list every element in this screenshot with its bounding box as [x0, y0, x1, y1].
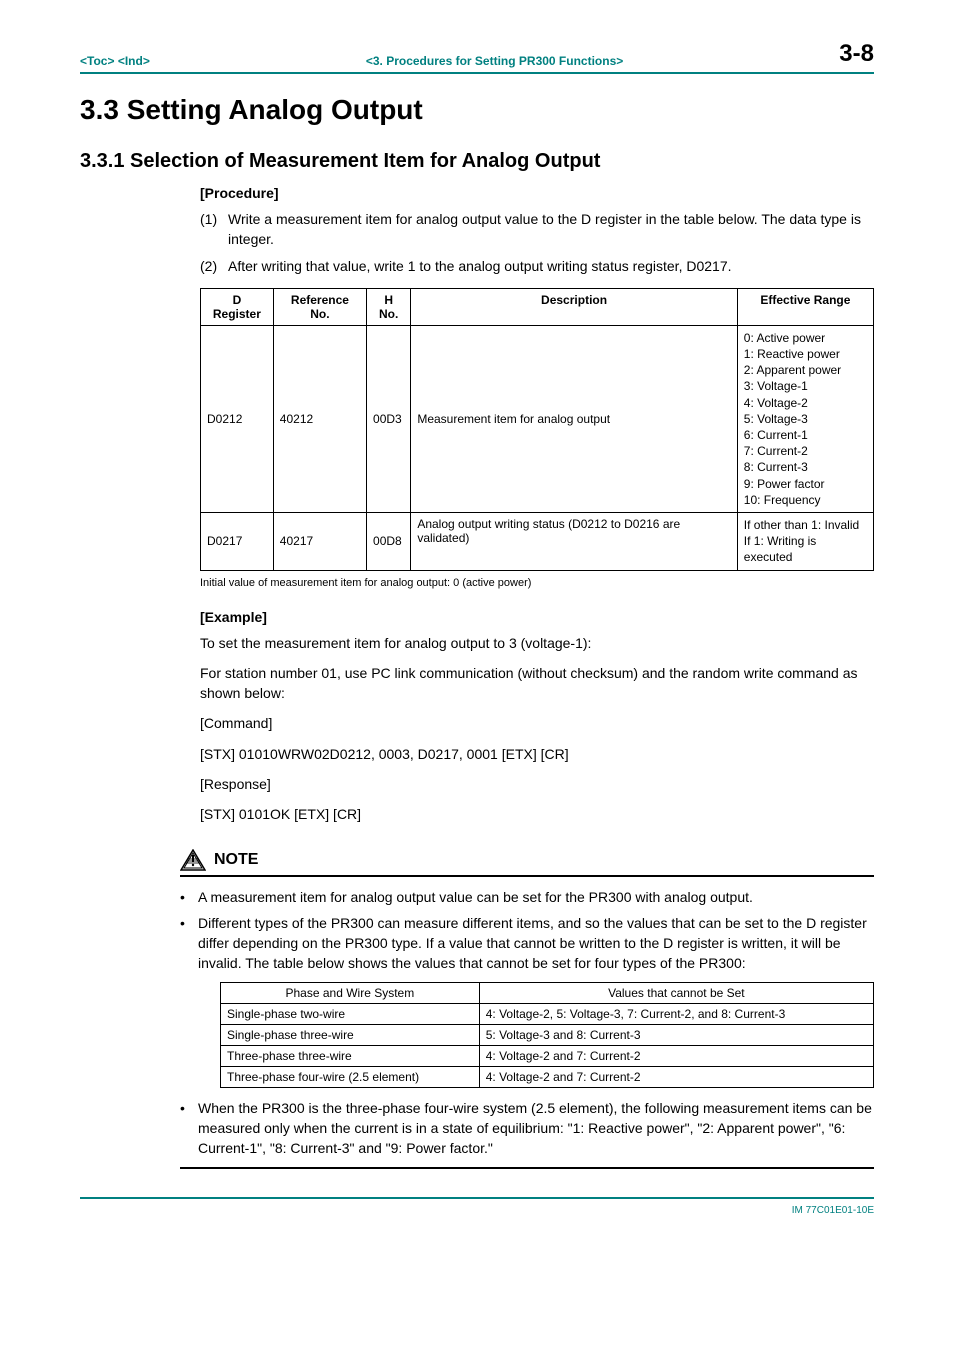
table-header-row: D Register Reference No. H No. Descripti… [201, 288, 874, 325]
cell-range: 0: Active power 1: Reactive power 2: App… [737, 325, 873, 512]
footer-divider [80, 1197, 874, 1199]
procedure-text: After writing that value, write 1 to the… [228, 256, 874, 276]
table-row: Three-phase four-wire (2.5 element) 4: V… [221, 1066, 874, 1087]
note-bullets: • When the PR300 is the three-phase four… [180, 1098, 874, 1159]
cell-hno: 00D8 [367, 512, 411, 570]
col-ref: Reference No. [273, 288, 366, 325]
example-line: For station number 01, use PC link commu… [200, 663, 874, 704]
note-block: NOTE • A measurement item for analog out… [180, 849, 874, 1169]
cell-desc: Analog output writing status (D0212 to D… [411, 512, 737, 570]
table-footnote: Initial value of measurement item for an… [200, 577, 874, 589]
note-bullets: • A measurement item for analog output v… [180, 887, 874, 974]
col-hno: H No. [367, 288, 411, 325]
page-header: <Toc> <Ind> <3. Procedures for Setting P… [80, 40, 874, 74]
header-nav[interactable]: <Toc> <Ind> [80, 54, 150, 68]
table-row: Three-phase three-wire 4: Voltage-2 and … [221, 1045, 874, 1066]
table-row: Single-phase three-wire 5: Voltage-3 and… [221, 1024, 874, 1045]
example-response-label: [Response] [200, 774, 874, 794]
procedure-text: Write a measurement item for analog outp… [228, 209, 874, 250]
cell-ref: 40212 [273, 325, 366, 512]
example-label: [Example] [200, 609, 874, 625]
note-end-divider [180, 1167, 874, 1169]
bullet-dot: • [180, 1098, 198, 1159]
table-row: D0212 40212 00D3 Measurement item for an… [201, 325, 874, 512]
procedure-item: (2) After writing that value, write 1 to… [200, 256, 874, 276]
procedure-num: (2) [200, 256, 228, 276]
col-range: Effective Range [737, 288, 873, 325]
col-dreg: D Register [201, 288, 274, 325]
example-response: [STX] 0101OK [ETX] [CR] [200, 804, 874, 824]
col-desc: Description [411, 288, 737, 325]
bullet-text: When the PR300 is the three-phase four-w… [198, 1098, 874, 1159]
procedure-list: (1) Write a measurement item for analog … [200, 209, 874, 276]
bullet-dot: • [180, 913, 198, 974]
page-number: 3-8 [839, 40, 874, 68]
cell-hno: 00D3 [367, 325, 411, 512]
example-command: [STX] 01010WRW02D0212, 0003, D0217, 0001… [200, 744, 874, 764]
cell-ref: 40217 [273, 512, 366, 570]
bullet-item: • Different types of the PR300 can measu… [180, 913, 874, 974]
toc-link[interactable]: <Toc> [80, 54, 114, 68]
cell-dreg: D0212 [201, 325, 274, 512]
example-command-label: [Command] [200, 713, 874, 733]
cell-range: If other than 1: Invalid If 1: Writing i… [737, 512, 873, 570]
cell-desc: Measurement item for analog output [411, 325, 737, 512]
bullet-item: • When the PR300 is the three-phase four… [180, 1098, 874, 1159]
ind-link[interactable]: <Ind> [118, 54, 150, 68]
note-header: NOTE [180, 849, 874, 877]
procedure-num: (1) [200, 209, 228, 250]
caution-icon [180, 849, 206, 871]
bullet-item: • A measurement item for analog output v… [180, 887, 874, 907]
section-heading-3-3: 3.3 Setting Analog Output [80, 94, 874, 126]
section-heading-3-3-1: 3.3.1 Selection of Measurement Item for … [80, 150, 874, 173]
note-title: NOTE [214, 851, 258, 869]
procedure-item: (1) Write a measurement item for analog … [200, 209, 874, 250]
bullet-text: Different types of the PR300 can measure… [198, 913, 874, 974]
example-line: To set the measurement item for analog o… [200, 633, 874, 653]
table-row: D0217 40217 00D8 Analog output writing s… [201, 512, 874, 570]
chapter-ref[interactable]: <3. Procedures for Setting PR300 Functio… [366, 54, 623, 68]
document-id: IM 77C01E01-10E [80, 1205, 874, 1216]
bullet-dot: • [180, 887, 198, 907]
bullet-text: A measurement item for analog output val… [198, 887, 874, 907]
col-values: Values that cannot be Set [479, 982, 873, 1003]
table-header-row: Phase and Wire System Values that cannot… [221, 982, 874, 1003]
table-row: Single-phase two-wire 4: Voltage-2, 5: V… [221, 1003, 874, 1024]
values-table: Phase and Wire System Values that cannot… [220, 982, 874, 1088]
procedure-label: [Procedure] [200, 185, 874, 201]
content-body: [Procedure] (1) Write a measurement item… [200, 185, 874, 825]
cell-dreg: D0217 [201, 512, 274, 570]
register-table: D Register Reference No. H No. Descripti… [200, 288, 874, 571]
col-phase: Phase and Wire System [221, 982, 480, 1003]
